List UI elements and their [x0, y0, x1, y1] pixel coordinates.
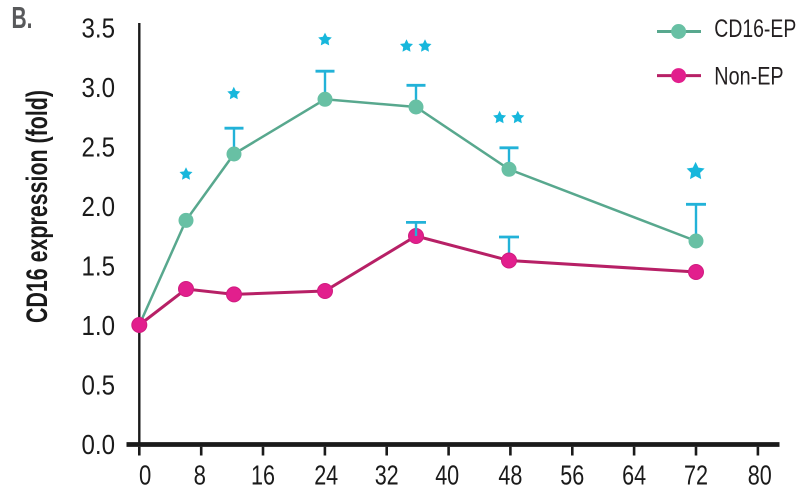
svg-text:B.: B.	[12, 0, 33, 35]
svg-text:32: 32	[375, 460, 399, 491]
svg-text:80: 80	[748, 460, 772, 491]
svg-text:16: 16	[251, 460, 275, 491]
svg-text:64: 64	[622, 460, 646, 491]
svg-text:40: 40	[435, 460, 459, 491]
svg-text:24: 24	[314, 460, 338, 491]
svg-text:0.0: 0.0	[82, 429, 116, 460]
svg-text:8: 8	[194, 460, 206, 491]
svg-text:72: 72	[684, 460, 708, 491]
svg-text:CD16 expression (fold): CD16 expression (fold)	[21, 90, 54, 323]
svg-text:3.0: 3.0	[82, 72, 116, 103]
svg-text:0.5: 0.5	[82, 370, 116, 401]
svg-text:48: 48	[498, 460, 522, 491]
svg-text:56: 56	[560, 460, 584, 491]
svg-text:1.5: 1.5	[82, 251, 116, 282]
svg-text:CD16-EP: CD16-EP	[714, 15, 796, 43]
svg-text:0: 0	[139, 460, 151, 491]
svg-text:Non-EP: Non-EP	[714, 62, 783, 90]
svg-text:3.5: 3.5	[82, 13, 116, 44]
svg-text:1.0: 1.0	[82, 310, 116, 341]
svg-text:2.0: 2.0	[82, 191, 116, 222]
svg-text:2.5: 2.5	[82, 132, 116, 163]
